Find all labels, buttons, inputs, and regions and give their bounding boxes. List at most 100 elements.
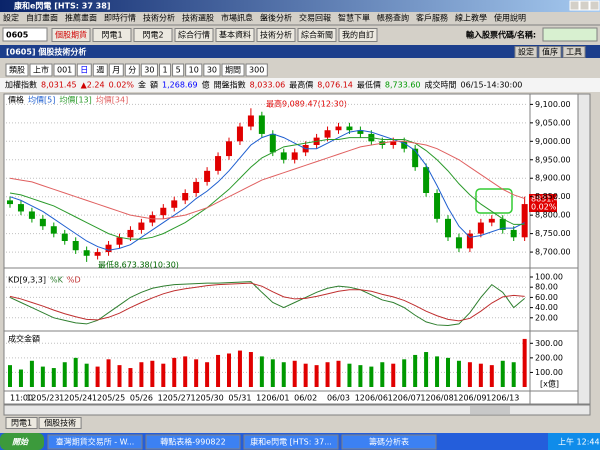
candle-body (510, 229, 517, 238)
task-item-box[interactable] (145, 434, 241, 450)
control-box[interactable] (140, 63, 158, 77)
panel-button-box[interactable] (562, 46, 586, 58)
toolbar-button-box[interactable] (174, 28, 214, 42)
vertical-scrollbar[interactable] (577, 93, 591, 405)
control: 5 (176, 66, 181, 75)
maximize-button[interactable] (579, 0, 590, 11)
y-tick-label: 8,900.00 (535, 174, 571, 183)
window-title: 康和e閃電 [HTS: 37 38] (14, 1, 110, 11)
toolbar-button-box[interactable] (297, 28, 337, 42)
tray (548, 433, 600, 450)
stock-code: 0605 (6, 31, 29, 40)
control-box[interactable] (221, 63, 245, 77)
x-tick-label: 1205/23 (26, 394, 59, 403)
toolbar-button-box[interactable] (256, 28, 296, 42)
volume-bar (18, 369, 23, 387)
volume-bar (84, 363, 89, 387)
candle-body (466, 233, 473, 249)
tab-box[interactable] (38, 417, 82, 429)
quote-item: 0.02% (109, 81, 135, 90)
panel-title-bar (0, 45, 600, 58)
panel-title: [0605] 個股技術分析 (6, 47, 86, 57)
minimize-button[interactable] (569, 0, 580, 11)
task-item-box[interactable] (47, 434, 143, 450)
volume-bar (380, 362, 385, 387)
toolbar-button-box[interactable] (338, 28, 378, 42)
candle-body (160, 207, 167, 216)
panel-button: 設定 (518, 47, 534, 57)
control: 期間 (225, 66, 241, 75)
panel-button: 工具 (566, 48, 582, 57)
scroll-thumb[interactable] (470, 406, 510, 414)
control-box[interactable] (5, 63, 29, 77)
volume-bar (270, 359, 275, 387)
legend-entry: 均價[13] (59, 95, 91, 105)
control-box[interactable] (92, 63, 108, 77)
y-tick-label: 80.00 (535, 283, 558, 292)
control-box[interactable] (29, 63, 53, 77)
candle-body (94, 252, 101, 256)
menu-item: 技術選股 (182, 13, 214, 23)
control-box[interactable] (124, 63, 140, 77)
volume-bar (62, 362, 67, 387)
control-box[interactable] (158, 63, 172, 77)
candle-body (28, 211, 35, 219)
quote-item: 億 (202, 80, 210, 90)
panel-button-box[interactable] (514, 46, 538, 58)
control-box[interactable] (245, 63, 268, 77)
control-box[interactable] (108, 63, 124, 77)
control: 30 (144, 66, 154, 75)
panel-button-box[interactable] (538, 46, 562, 58)
x-tick-label: 05/26 (130, 394, 153, 403)
control-box[interactable] (203, 63, 221, 77)
menu-item: 推薦畫面 (65, 13, 97, 23)
toolbar-button: 閃電1 (101, 31, 122, 40)
y-tick-label: 9,050.00 (535, 118, 571, 127)
quote-item: 最高價 (289, 80, 313, 90)
volume-bar (478, 363, 483, 387)
quote-bar (0, 78, 600, 92)
toolbar-button-box[interactable] (92, 28, 132, 42)
volume-bar (194, 359, 199, 387)
task-item-box[interactable] (341, 434, 437, 450)
volume-bar (8, 365, 12, 387)
volume-bar (446, 357, 450, 387)
control: 分 (128, 66, 136, 75)
volume-bar (183, 356, 188, 387)
toolbar-button-box[interactable] (51, 28, 91, 42)
quote-item: 8,733.60 (385, 81, 421, 90)
x-tick-label: 05/31 (228, 394, 251, 403)
close-button[interactable] (589, 0, 600, 11)
horizontal-scrollbar[interactable] (3, 404, 591, 416)
control-box[interactable] (185, 63, 203, 77)
start-button[interactable] (0, 433, 44, 450)
candle-body (488, 218, 495, 223)
control-box[interactable] (76, 63, 92, 77)
task-item-box[interactable] (243, 434, 339, 450)
candle-body (182, 193, 189, 201)
series-line (9, 281, 525, 326)
volume-bar (314, 365, 319, 387)
candle-body (335, 126, 342, 131)
x-tick-label: 06/03 (327, 394, 350, 403)
code-box[interactable] (2, 27, 48, 42)
control: 1 (162, 66, 167, 75)
quote-item: 成交時間 (425, 80, 457, 90)
quote-item: 最低價 (357, 80, 381, 90)
volume-bar (237, 350, 242, 387)
toolbar-button: 閃電2 (142, 31, 163, 40)
search-input[interactable] (542, 27, 598, 42)
control-box[interactable] (172, 63, 185, 77)
toolbar-button-box[interactable] (133, 28, 173, 42)
x-tick-label: 1206/07 (388, 394, 421, 403)
volume-bar (40, 366, 45, 387)
candle-body (50, 226, 57, 234)
y-tick-label: 8,950.00 (535, 155, 571, 164)
control-box[interactable] (53, 63, 76, 77)
toolbar-button-box[interactable] (215, 28, 255, 42)
candle-body (247, 115, 254, 127)
tab-box[interactable] (5, 417, 38, 429)
price-tag-change: 0.02% (531, 203, 557, 212)
volume-bar (161, 363, 166, 387)
volume-bar (456, 360, 461, 387)
